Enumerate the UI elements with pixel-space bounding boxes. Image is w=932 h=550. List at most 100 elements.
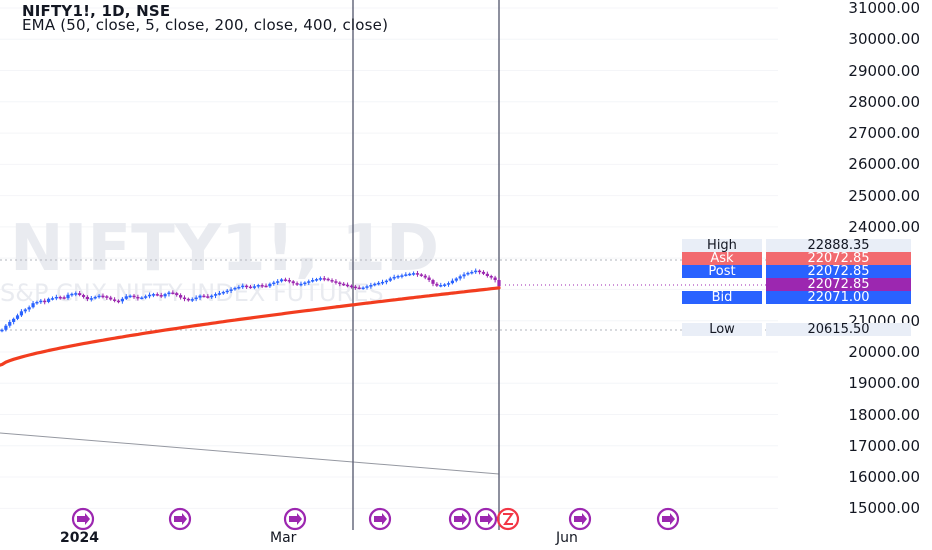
event-play-icon[interactable] bbox=[168, 507, 192, 531]
candle-up bbox=[268, 283, 272, 287]
candle-down bbox=[109, 297, 113, 300]
candle-up bbox=[458, 276, 462, 279]
candle-up bbox=[443, 284, 447, 286]
candle-up bbox=[144, 296, 148, 298]
candle-up bbox=[365, 286, 369, 288]
event-play-icon[interactable] bbox=[283, 507, 307, 531]
candle-up bbox=[46, 298, 51, 302]
candle-up bbox=[252, 286, 256, 288]
candle-down bbox=[85, 296, 90, 300]
price-tick: 28000.00 bbox=[848, 92, 920, 111]
candle-down bbox=[485, 273, 489, 276]
candle-up bbox=[12, 318, 16, 322]
candle-up bbox=[124, 296, 128, 299]
event-play-icon[interactable] bbox=[656, 507, 680, 531]
candle-down bbox=[338, 282, 342, 285]
candles[interactable] bbox=[0, 268, 501, 333]
candle-down bbox=[493, 277, 497, 281]
earnings-icon[interactable] bbox=[496, 507, 520, 531]
time-tick-2024: 2024 bbox=[60, 530, 99, 546]
candle-up bbox=[400, 275, 404, 277]
event-play-icon[interactable] bbox=[474, 507, 498, 531]
candle-down bbox=[349, 285, 354, 288]
candle-up bbox=[466, 272, 470, 275]
price-label-value: 22072.85 bbox=[766, 265, 911, 278]
candle-down bbox=[427, 277, 431, 281]
candle-down bbox=[136, 296, 140, 299]
candle-down bbox=[171, 292, 175, 295]
price-tick: 20000.00 bbox=[848, 342, 920, 361]
candle-up bbox=[66, 294, 70, 299]
candle-up bbox=[74, 293, 78, 295]
price-tick: 29000.00 bbox=[848, 61, 920, 80]
candle-up bbox=[384, 280, 388, 283]
candle-up bbox=[470, 271, 474, 274]
candle-up bbox=[39, 300, 43, 303]
price-tick: 26000.00 bbox=[848, 155, 920, 174]
candle-up bbox=[4, 325, 8, 330]
ema-line[interactable] bbox=[0, 286, 501, 367]
candle-up bbox=[299, 283, 303, 286]
candle-down bbox=[81, 295, 86, 297]
candle-up bbox=[97, 295, 101, 298]
candle-down bbox=[342, 283, 346, 286]
candle-up bbox=[361, 287, 365, 290]
price-tick: 15000.00 bbox=[848, 499, 920, 518]
candle-up bbox=[439, 285, 443, 287]
candle-up bbox=[311, 280, 315, 282]
candle-up bbox=[151, 294, 156, 296]
price-label-value: 22071.00 bbox=[766, 291, 911, 304]
candle-up bbox=[140, 297, 144, 300]
watermark-symbol: NIFTY1!, 1D bbox=[10, 212, 439, 286]
candle-up bbox=[377, 282, 381, 285]
trend-line[interactable] bbox=[0, 432, 500, 475]
price-label-value: 22888.35 bbox=[766, 239, 911, 252]
event-play-icon[interactable] bbox=[448, 507, 472, 531]
candle-up bbox=[237, 286, 241, 289]
candle-up bbox=[213, 294, 218, 296]
candle-down bbox=[116, 300, 121, 303]
candle-up bbox=[411, 273, 416, 275]
candle-down bbox=[291, 281, 295, 284]
event-arrow-glyph bbox=[174, 513, 187, 525]
candle-up bbox=[167, 292, 171, 295]
candle-down bbox=[330, 280, 334, 282]
price-grid bbox=[0, 7, 778, 509]
candle-up bbox=[31, 303, 35, 308]
event-play-icon[interactable] bbox=[368, 507, 392, 531]
candle-up bbox=[303, 282, 307, 285]
candle-up bbox=[120, 298, 124, 302]
event-arrow-glyph bbox=[480, 513, 493, 525]
event-play-icon[interactable] bbox=[71, 507, 95, 531]
candle-down bbox=[295, 283, 299, 285]
event-play-icon[interactable] bbox=[568, 507, 592, 531]
candle-up bbox=[27, 307, 31, 310]
event-icons[interactable] bbox=[71, 507, 680, 531]
price-label-value: 22072.85 bbox=[766, 252, 911, 265]
candle-up bbox=[35, 301, 39, 304]
candle-down bbox=[245, 285, 249, 288]
candle-down bbox=[419, 274, 423, 276]
candle-up bbox=[408, 273, 412, 276]
candle-down bbox=[155, 294, 159, 296]
event-arrow-glyph bbox=[77, 513, 90, 525]
watermark-description: S&P CNX NIFTY INDEX FUTURES bbox=[0, 279, 384, 307]
price-tick: 27000.00 bbox=[848, 124, 920, 143]
candle-down bbox=[105, 296, 109, 298]
candle-up bbox=[450, 280, 455, 284]
price-label-name: High bbox=[682, 239, 762, 252]
candle-down bbox=[101, 295, 105, 298]
candle-down bbox=[322, 278, 326, 280]
candle-down bbox=[206, 296, 210, 298]
price-tick: 17000.00 bbox=[848, 436, 920, 455]
candle-down bbox=[345, 284, 350, 287]
candle-down bbox=[132, 295, 136, 298]
candle-down bbox=[477, 270, 482, 273]
candle-up bbox=[272, 282, 276, 285]
candle-up bbox=[307, 281, 311, 283]
candle-up bbox=[229, 289, 233, 291]
indicator-legend[interactable]: EMA (50, close, 5, close, 200, close, 40… bbox=[22, 16, 389, 34]
candle-down bbox=[481, 271, 486, 274]
candle-up bbox=[210, 295, 214, 298]
